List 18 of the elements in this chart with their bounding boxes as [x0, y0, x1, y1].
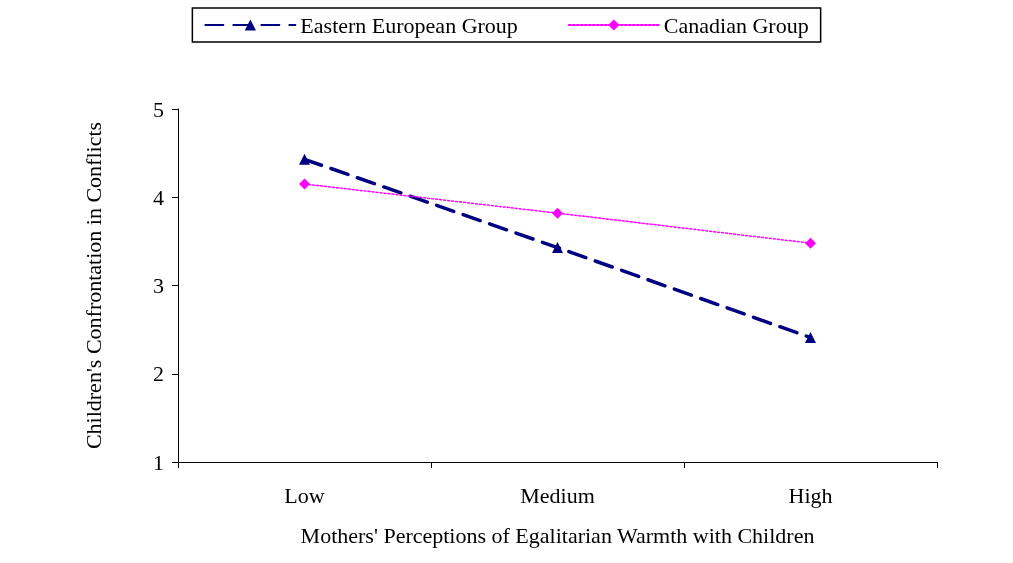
point	[552, 242, 563, 254]
y-tick-label: 5	[153, 96, 164, 122]
x-tick-label: Medium	[520, 482, 595, 508]
legend-label: Eastern European Group	[300, 12, 518, 38]
y-tick-label: 2	[153, 361, 164, 387]
y-tick-label: 4	[153, 184, 164, 210]
y-axis-title: Children's Confrontation in Conflicts	[80, 121, 106, 450]
point	[299, 178, 310, 190]
x-tick-label: Low	[284, 482, 325, 508]
point	[805, 237, 816, 249]
y-tick-label: 1	[153, 449, 164, 475]
legend-label: Canadian Group	[663, 12, 809, 38]
x-tick-label: High	[788, 482, 833, 508]
point	[805, 332, 816, 344]
point	[552, 207, 563, 219]
y-tick-label: 3	[153, 273, 164, 298]
x-axis-title: Mothers' Perceptions of Egalitarian Warmth with Children	[300, 522, 815, 548]
point	[299, 153, 310, 165]
